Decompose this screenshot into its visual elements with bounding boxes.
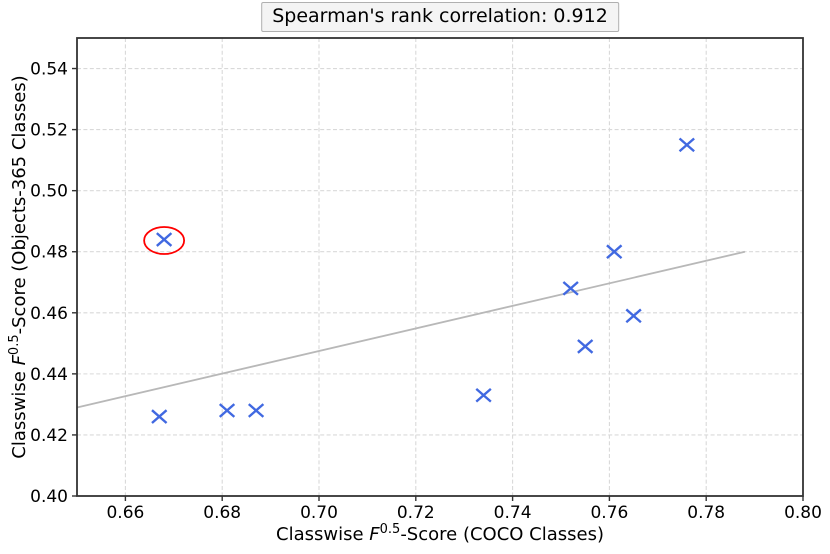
- x-tick-label: 0.76: [590, 503, 628, 523]
- y-tick-label: 0.54: [30, 60, 68, 80]
- data-point-marker: [606, 244, 623, 260]
- x-tick-label: 0.68: [203, 503, 241, 523]
- plot-border: [76, 37, 804, 497]
- x-tick-label: 0.72: [397, 503, 435, 523]
- x-axis-label: Classwise F0.5-Score (COCO Classes): [276, 522, 604, 545]
- x-tick-label: 0.80: [784, 503, 822, 523]
- y-tick-label: 0.44: [30, 365, 68, 385]
- data-point-marker: [156, 232, 173, 247]
- plot-area: [77, 38, 803, 496]
- data-point-marker: [625, 308, 642, 324]
- data-point-marker: [475, 387, 492, 403]
- y-tick-label: 0.50: [30, 182, 68, 202]
- y-tick-label: 0.52: [30, 121, 68, 141]
- data-point-marker: [678, 137, 695, 153]
- x-tick-label: 0.74: [494, 503, 532, 523]
- y-tick-label: 0.42: [30, 426, 68, 446]
- data-point-marker: [577, 339, 594, 354]
- trend-line: [76, 250, 746, 409]
- y-tick-label: 0.48: [30, 243, 68, 263]
- data-point-marker: [218, 403, 236, 418]
- x-tick-label: 0.70: [300, 503, 338, 523]
- data-point-marker: [562, 281, 579, 296]
- y-axis-label: Classwise F0.5-Score (Objects-365 Classe…: [7, 75, 30, 458]
- data-point-marker: [247, 403, 265, 418]
- data-point-marker: [151, 409, 168, 424]
- chart-title: Spearman's rank correlation: 0.912: [261, 2, 619, 32]
- x-tick-label: 0.78: [687, 503, 725, 523]
- highlight-ellipse: [143, 226, 186, 255]
- y-tick-label: 0.46: [30, 304, 68, 324]
- y-tick-label: 0.40: [30, 487, 68, 507]
- x-tick-label: 0.66: [106, 503, 144, 523]
